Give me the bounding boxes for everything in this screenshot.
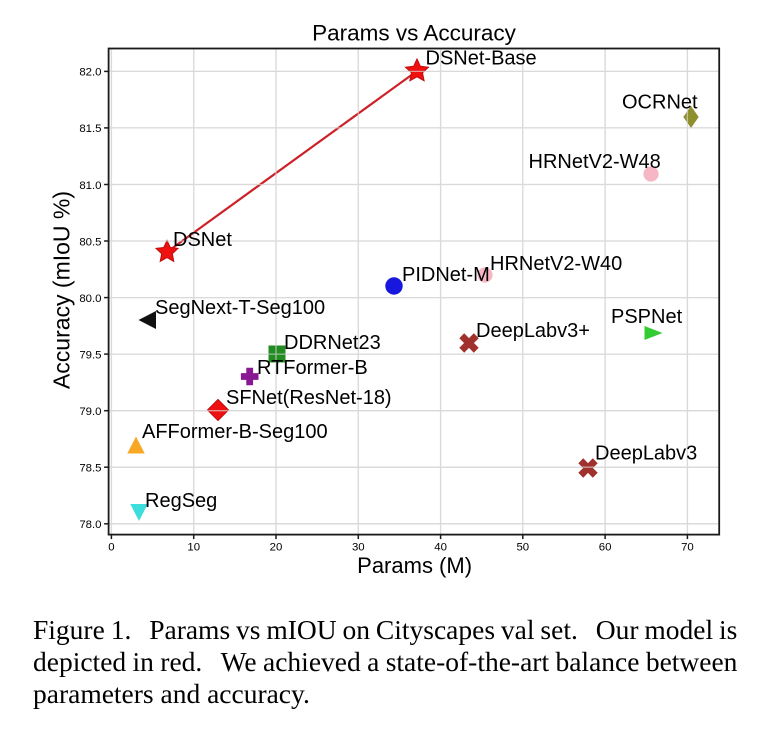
svg-text:82.0: 82.0	[79, 67, 101, 79]
svg-text:PIDNet-M: PIDNet-M	[402, 264, 490, 286]
svg-text:80.5: 80.5	[79, 236, 101, 248]
svg-text:SegNext-T-Seg100: SegNext-T-Seg100	[155, 297, 325, 319]
svg-text:79.5: 79.5	[79, 349, 101, 361]
svg-text:40: 40	[434, 542, 447, 554]
svg-text:78.0: 78.0	[79, 519, 101, 531]
svg-text:DSNet-Base: DSNet-Base	[426, 48, 537, 70]
svg-text:DeepLabv3+: DeepLabv3+	[476, 320, 590, 342]
svg-text:79.0: 79.0	[79, 406, 101, 418]
svg-text:RTFormer-B: RTFormer-B	[257, 357, 368, 379]
svg-text:Params (M): Params (M)	[357, 553, 472, 578]
svg-text:Params vs Accuracy: Params vs Accuracy	[312, 21, 517, 46]
svg-text:HRNetV2-W40: HRNetV2-W40	[490, 253, 622, 275]
svg-text:81.5: 81.5	[79, 123, 101, 135]
svg-text:SFNet(ResNet-18): SFNet(ResNet-18)	[226, 387, 392, 409]
svg-text:RegSeg: RegSeg	[145, 490, 217, 512]
svg-text:30: 30	[352, 542, 365, 554]
svg-text:DDRNet23: DDRNet23	[284, 332, 381, 354]
svg-text:0: 0	[108, 542, 114, 554]
svg-text:60: 60	[599, 542, 612, 554]
svg-text:HRNetV2-W48: HRNetV2-W48	[529, 151, 661, 173]
svg-text:Accuracy (mIoU %): Accuracy (mIoU %)	[49, 191, 75, 389]
svg-text:20: 20	[270, 542, 283, 554]
svg-text:PSPNet: PSPNet	[611, 306, 683, 328]
svg-text:DSNet: DSNet	[173, 229, 232, 251]
svg-text:81.0: 81.0	[79, 180, 101, 192]
svg-text:70: 70	[681, 542, 694, 554]
svg-text:50: 50	[516, 542, 529, 554]
svg-text:78.5: 78.5	[79, 463, 101, 475]
svg-text:80.0: 80.0	[79, 293, 101, 305]
svg-text:10: 10	[187, 542, 200, 554]
svg-text:AFFormer-B-Seg100: AFFormer-B-Seg100	[142, 421, 328, 443]
svg-text:OCRNet: OCRNet	[622, 92, 698, 114]
svg-text:DeepLabv3: DeepLabv3	[595, 443, 697, 465]
